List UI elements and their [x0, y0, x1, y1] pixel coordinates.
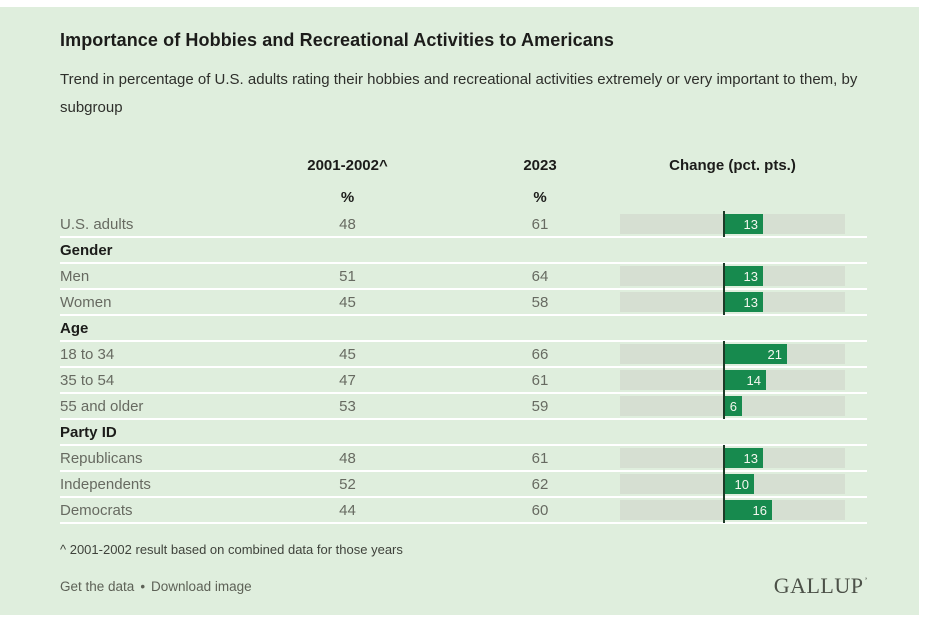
change-bar: 13 [724, 214, 763, 234]
section-label: Age [60, 319, 89, 337]
zero-axis-line [723, 211, 725, 237]
row-label: Independents [60, 475, 151, 493]
change-bar: 13 [724, 266, 763, 286]
value-2023: 58 [531, 293, 549, 311]
unit-row: % % [60, 188, 867, 206]
table-row-independents: Independents 52 62 10 [60, 471, 867, 498]
section-row-party-id: Party ID [60, 420, 867, 446]
chart-title: Importance of Hobbies and Recreational A… [60, 30, 615, 50]
zero-axis-line [723, 341, 725, 367]
get-the-data-link[interactable]: Get the data [60, 578, 135, 594]
change-bar-cell: 13 [620, 263, 845, 289]
gallup-trademark-mark: ’ [864, 576, 868, 586]
change-bar-cell: 13 [620, 445, 845, 471]
zero-axis-line [723, 367, 725, 393]
column-header-2023: 2023 [523, 156, 557, 174]
row-label: Women [60, 293, 112, 311]
change-bar: 13 [724, 292, 763, 312]
change-bar: 21 [724, 344, 787, 364]
link-separator-bullet: • [140, 578, 146, 594]
row-label: 35 to 54 [60, 371, 115, 389]
table-row-republicans: Republicans 48 61 13 [60, 445, 867, 472]
zero-axis-line [723, 289, 725, 315]
change-bar-cell: 13 [620, 211, 845, 237]
unit-percent-2001: % [340, 188, 355, 206]
gallup-logo: GALLUP’ [773, 573, 868, 599]
zero-axis-line [723, 497, 725, 523]
value-2023: 66 [531, 345, 549, 363]
unit-percent-2023: % [533, 188, 547, 206]
value-2001: 45 [339, 293, 356, 311]
value-2023: 61 [531, 215, 549, 233]
chart-panel: Importance of Hobbies and Recreational A… [0, 7, 919, 615]
footer-bar: Get the data • Download image GALLUP’ [60, 573, 868, 599]
value-2001: 51 [339, 267, 356, 285]
row-label: Democrats [60, 501, 133, 519]
row-label: 18 to 34 [60, 345, 115, 363]
footnote: ^ 2001-2002 result based on combined dat… [60, 542, 403, 557]
table-row-men: Men 51 64 13 [60, 263, 867, 290]
change-bar: 6 [724, 396, 742, 416]
zero-axis-line [723, 263, 725, 289]
row-label: U.S. adults [60, 215, 134, 233]
table-row-35-to-54: 35 to 54 47 61 14 [60, 367, 867, 394]
column-header-2001-2002: 2001-2002^ [307, 156, 388, 174]
change-bar-cell: 14 [620, 367, 845, 393]
change-bar: 16 [724, 500, 772, 520]
value-2023: 61 [531, 449, 549, 467]
value-2001: 45 [339, 345, 356, 363]
column-header-row: 2001-2002^ 2023 Change (pct. pts.) [60, 155, 867, 175]
table-row-55-and-older: 55 and older 53 59 6 [60, 393, 867, 420]
gallup-logo-text: GALLUP [773, 573, 864, 598]
value-2023: 60 [531, 501, 549, 519]
section-label: Party ID [60, 423, 117, 441]
change-bar-cell: 10 [620, 471, 845, 497]
value-2023: 61 [531, 371, 549, 389]
section-label: Gender [60, 241, 113, 259]
change-bar: 10 [724, 474, 754, 494]
value-2001: 53 [339, 397, 356, 415]
zero-axis-line [723, 393, 725, 419]
change-bar-cell: 16 [620, 497, 845, 523]
table-row-us-adults: U.S. adults 48 61 13 [60, 211, 867, 238]
row-label: Men [60, 267, 90, 285]
chart-subtitle: Trend in percentage of U.S. adults ratin… [60, 71, 858, 116]
change-bar-cell: 6 [620, 393, 845, 419]
value-2001: 47 [339, 371, 356, 389]
value-2001: 44 [339, 501, 356, 519]
section-row-gender: Gender [60, 238, 867, 264]
change-bar: 13 [724, 448, 763, 468]
row-label: Republicans [60, 449, 143, 467]
row-label: 55 and older [60, 397, 144, 415]
table-row-democrats: Democrats 44 60 16 [60, 497, 867, 524]
zero-axis-line [723, 445, 725, 471]
change-bar-cell: 21 [620, 341, 845, 367]
value-2023: 62 [531, 475, 549, 493]
download-image-link[interactable]: Download image [151, 578, 252, 594]
column-header-change: Change (pct. pts.) [669, 156, 796, 174]
section-row-age: Age [60, 316, 867, 342]
change-bar: 14 [724, 370, 766, 390]
table-row-women: Women 45 58 13 [60, 289, 867, 316]
value-2023: 64 [531, 267, 549, 285]
value-2001: 48 [339, 215, 356, 233]
zero-axis-line [723, 471, 725, 497]
footer-links: Get the data • Download image [60, 579, 252, 594]
change-bar-cell: 13 [620, 289, 845, 315]
value-2023: 59 [531, 397, 549, 415]
table-row-18-to-34: 18 to 34 45 66 21 [60, 341, 867, 368]
value-2001: 52 [339, 475, 356, 493]
value-2001: 48 [339, 449, 356, 467]
data-table: U.S. adults 48 61 13 Gender Men 51 [60, 211, 867, 524]
